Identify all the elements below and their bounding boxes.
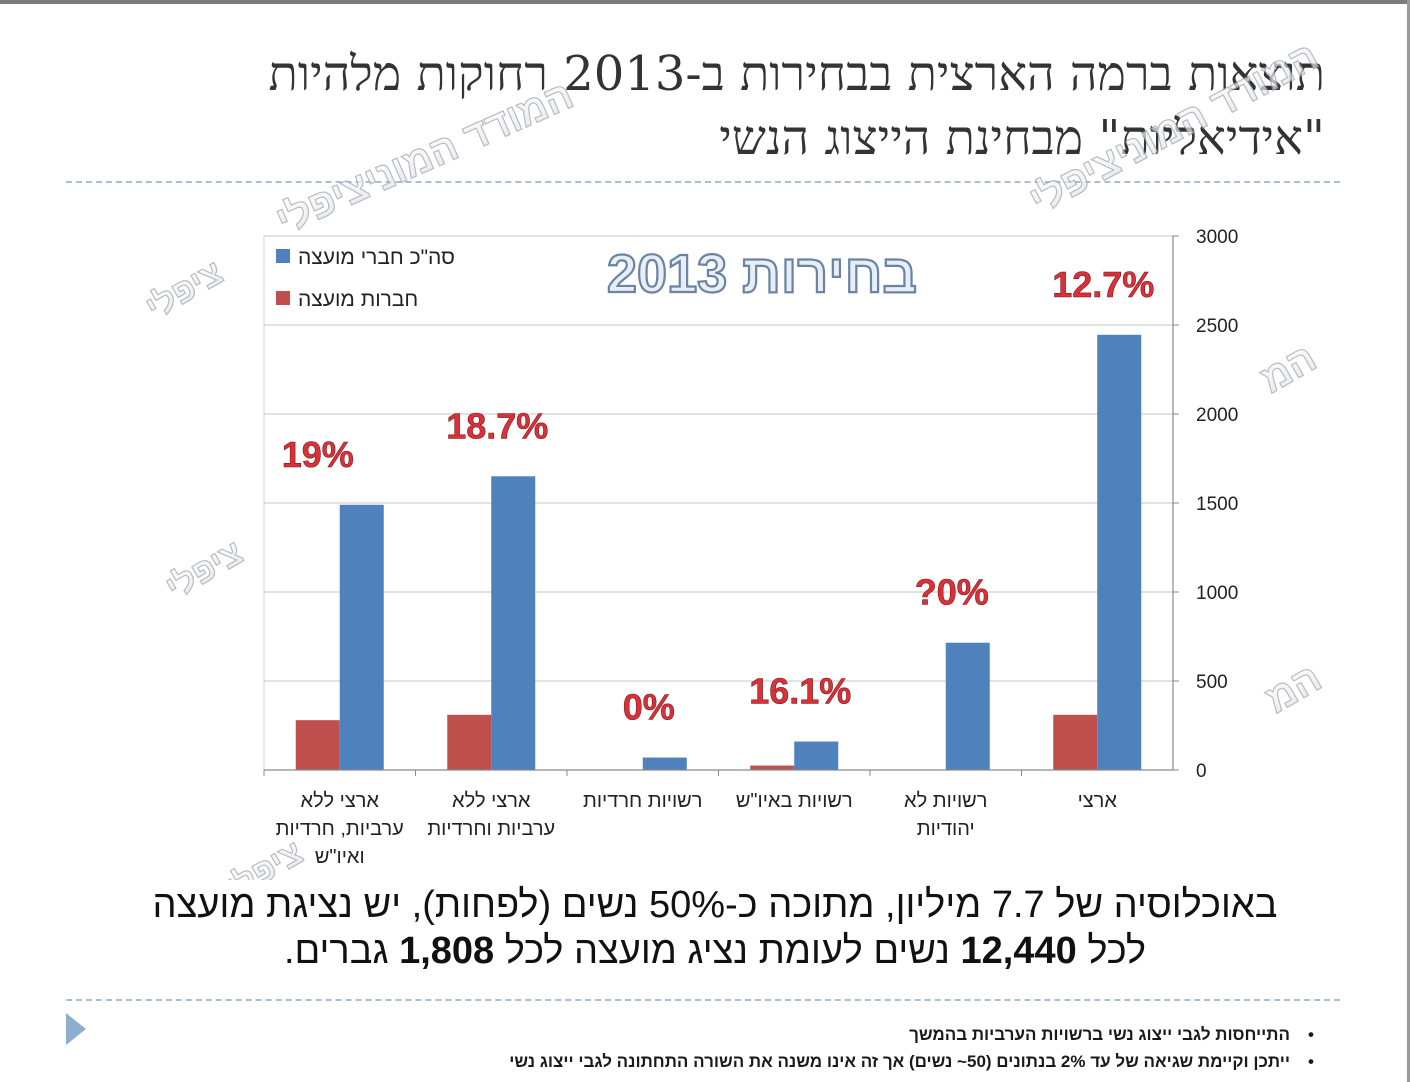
category-label: ארצי ללא — [301, 790, 380, 812]
bar-total-council-members — [642, 757, 687, 770]
summary-part-2: נשים לעומת נציג מועצה לכל — [494, 930, 961, 972]
bar-total-council-members — [794, 741, 839, 770]
summary-text: באוכלוסיה של 7.7 מיליון, מתוכה כ-50% נשי… — [120, 882, 1310, 974]
bar-women-council-members — [295, 720, 340, 770]
legend-label: סה"כ חברי מועצה — [298, 246, 455, 269]
watermark-text: המ — [1253, 336, 1324, 402]
y-tick-label: 1500 — [1196, 494, 1238, 515]
percent-label: 18.7% — [446, 405, 548, 446]
bar-total-council-members — [491, 476, 536, 770]
note-item: התייחסות לגבי ייצוג נשי ברשויות הערביות … — [320, 1021, 1320, 1048]
footer-divider — [66, 999, 1340, 1001]
notes-list: התייחסות לגבי ייצוג נשי ברשויות הערביות … — [320, 1021, 1320, 1075]
legend-swatch — [276, 249, 290, 263]
percent-label: ?0% — [915, 572, 989, 613]
watermark-text: המודד המוניציפלי — [1022, 34, 1325, 223]
percent-label: 16.1% — [749, 671, 851, 712]
y-tick-label: 0 — [1196, 761, 1207, 782]
watermark-text: המ — [1258, 656, 1329, 722]
y-tick-label: 500 — [1196, 672, 1228, 693]
summary-part-3: גברים. — [283, 930, 400, 972]
y-tick-label: 3000 — [1196, 227, 1238, 248]
y-tick-label: 1000 — [1196, 583, 1238, 604]
chart-title: בחירות 2013 — [607, 244, 917, 304]
category-label: רשויות באיו"ש — [736, 790, 853, 812]
bar-women-council-members — [447, 714, 492, 770]
category-label: ארצי — [1078, 790, 1118, 812]
summary-part-1: באוכלוסיה של 7.7 מיליון, מתוכה כ-50% נשי… — [152, 884, 1278, 972]
y-tick-label: 2500 — [1196, 316, 1238, 337]
y-tick-label: 2000 — [1196, 405, 1238, 426]
bar-women-council-members — [750, 765, 795, 770]
legend-swatch — [276, 291, 290, 305]
category-label: ארצי ללא — [452, 790, 531, 812]
category-label: רשויות לא — [904, 790, 987, 812]
category-label: ערביות וחרדיות — [427, 818, 555, 840]
note-item: ייתכן וקיימת שגיאה של עד 2% בנתונים (50~… — [320, 1048, 1320, 1075]
bar-women-council-members — [1053, 714, 1098, 770]
category-label: רשויות חרדיות — [583, 790, 702, 812]
summary-women-ratio: 12,440 — [960, 930, 1077, 972]
slide-title-line-1: תוצאות ברמה הארצית בבחירות ב-2013 רחוקות… — [268, 46, 1325, 102]
bar-chart: 0 500 1000 1500 2000 2500 3000 ארצי 12.7% רשויות… — [139, 33, 1330, 880]
percent-label: 19% — [282, 434, 354, 475]
percent-label: 12.7% — [1052, 264, 1154, 305]
legend-label: חברות מועצה — [298, 288, 418, 311]
watermark-text: ציפלי — [139, 253, 229, 327]
percent-label: 0% — [623, 687, 675, 728]
bar-total-council-members — [339, 504, 384, 770]
slide-title: תוצאות ברמה הארצית בבחירות ב-2013 רחוקות… — [160, 42, 1325, 170]
bar-total-council-members — [945, 642, 990, 770]
next-slide-arrow-icon[interactable] — [66, 1013, 86, 1045]
category-label: יהודיות — [917, 818, 975, 840]
category-label: ואיו"ש — [315, 846, 365, 868]
category-label: ערביות, חרדיות — [276, 818, 404, 840]
watermark-text: המודד המוניציפלי — [270, 73, 580, 243]
bar-total-council-members — [1097, 334, 1142, 770]
title-divider — [66, 181, 1340, 183]
slide-title-line-2: "אידיאליות" מבחינת הייצוג הנשי — [719, 110, 1325, 166]
top-frame-bar — [0, 0, 1410, 4]
summary-men-ratio: 1,808 — [399, 930, 495, 972]
watermark-text: ציפלי — [219, 833, 309, 880]
watermark-text: ציפלי — [159, 533, 249, 607]
right-frame-bar — [1407, 0, 1410, 1082]
